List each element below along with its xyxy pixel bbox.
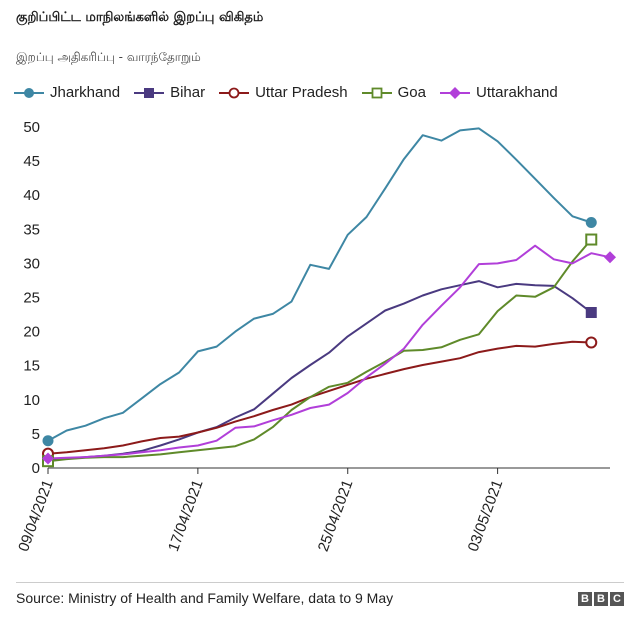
series-marker-uttar-pradesh: [585, 336, 598, 349]
y-tick-label: 35: [23, 221, 40, 238]
y-tick-label: 30: [23, 255, 40, 272]
bbc-logo: B B C: [578, 592, 624, 606]
legend-label-jharkhand: Jharkhand: [50, 84, 121, 101]
y-tick-label: 40: [23, 187, 40, 204]
series-marker-bihar: [585, 307, 597, 319]
series-line-bihar: [47, 280, 592, 461]
legend-item-bihar: Bihar: [134, 84, 205, 101]
y-tick-label: 0: [32, 460, 40, 477]
bbc-logo-block: C: [610, 592, 624, 606]
series-marker-goa: [585, 233, 598, 246]
x-tick-label: 09/04/2021: [15, 478, 57, 554]
y-tick-label: 15: [23, 358, 40, 375]
y-tick-label: 25: [23, 290, 40, 307]
legend-marker-uttarakhand: [440, 86, 470, 99]
x-tick-label: 17/04/2021: [165, 478, 207, 554]
line-chart: 0 5 10 15 20 25 30 35 40 45 50 09/04/2021 17/04/2021…: [15, 119, 616, 554]
legend-marker-uttar-pradesh: [219, 87, 250, 98]
bbc-logo-block: B: [594, 592, 608, 606]
y-tick-label: 5: [32, 426, 40, 443]
legend-marker-goa: [361, 87, 392, 98]
source-note: Source: Ministry of Health and Family We…: [16, 590, 394, 606]
y-tick-label: 45: [23, 153, 40, 170]
legend-label-goa: Goa: [397, 84, 426, 101]
chart-legend: Jharkhand Bihar Uttar Pradesh Goa Uttara…: [14, 84, 558, 101]
series-marker-jharkhand: [42, 435, 54, 447]
series-marker-jharkhand: [585, 216, 597, 228]
series-marker-uttarakhand: [42, 452, 54, 465]
footer-divider: [16, 582, 624, 583]
y-tick-label: 20: [23, 324, 40, 341]
x-tick-label: 03/05/2021: [465, 478, 507, 554]
series-line-goa: [47, 238, 593, 463]
legend-marker-jharkhand: [14, 87, 44, 98]
series-line-uttarakhand: [47, 244, 611, 460]
legend-item-uttarakhand: Uttarakhand: [440, 84, 558, 101]
chart-subtitle: இறப்பு அதிகரிப்பு - வாரந்தோறும்: [16, 50, 201, 64]
legend-marker-bihar: [134, 87, 165, 98]
bbc-logo-block: B: [578, 592, 592, 606]
x-tick-label: 25/04/2021: [315, 478, 357, 554]
series-line-jharkhand: [47, 127, 592, 442]
legend-label-bihar: Bihar: [170, 84, 206, 101]
legend-label-uttar-pradesh: Uttar Pradesh: [255, 84, 348, 101]
chart-title: குறிப்பிட்ட மாநிலங்களில் இறப்பு விகிதம்: [16, 10, 264, 25]
legend-label-uttarakhand: Uttarakhand: [476, 84, 558, 101]
y-tick-label: 50: [23, 119, 40, 136]
legend-item-goa: Goa: [361, 84, 426, 101]
legend-item-uttar-pradesh: Uttar Pradesh: [219, 84, 348, 101]
legend-item-jharkhand: Jharkhand: [14, 84, 120, 101]
series-line-uttar-pradesh: [47, 340, 592, 455]
y-tick-label: 10: [23, 392, 40, 409]
series-marker-uttarakhand: [604, 251, 616, 264]
